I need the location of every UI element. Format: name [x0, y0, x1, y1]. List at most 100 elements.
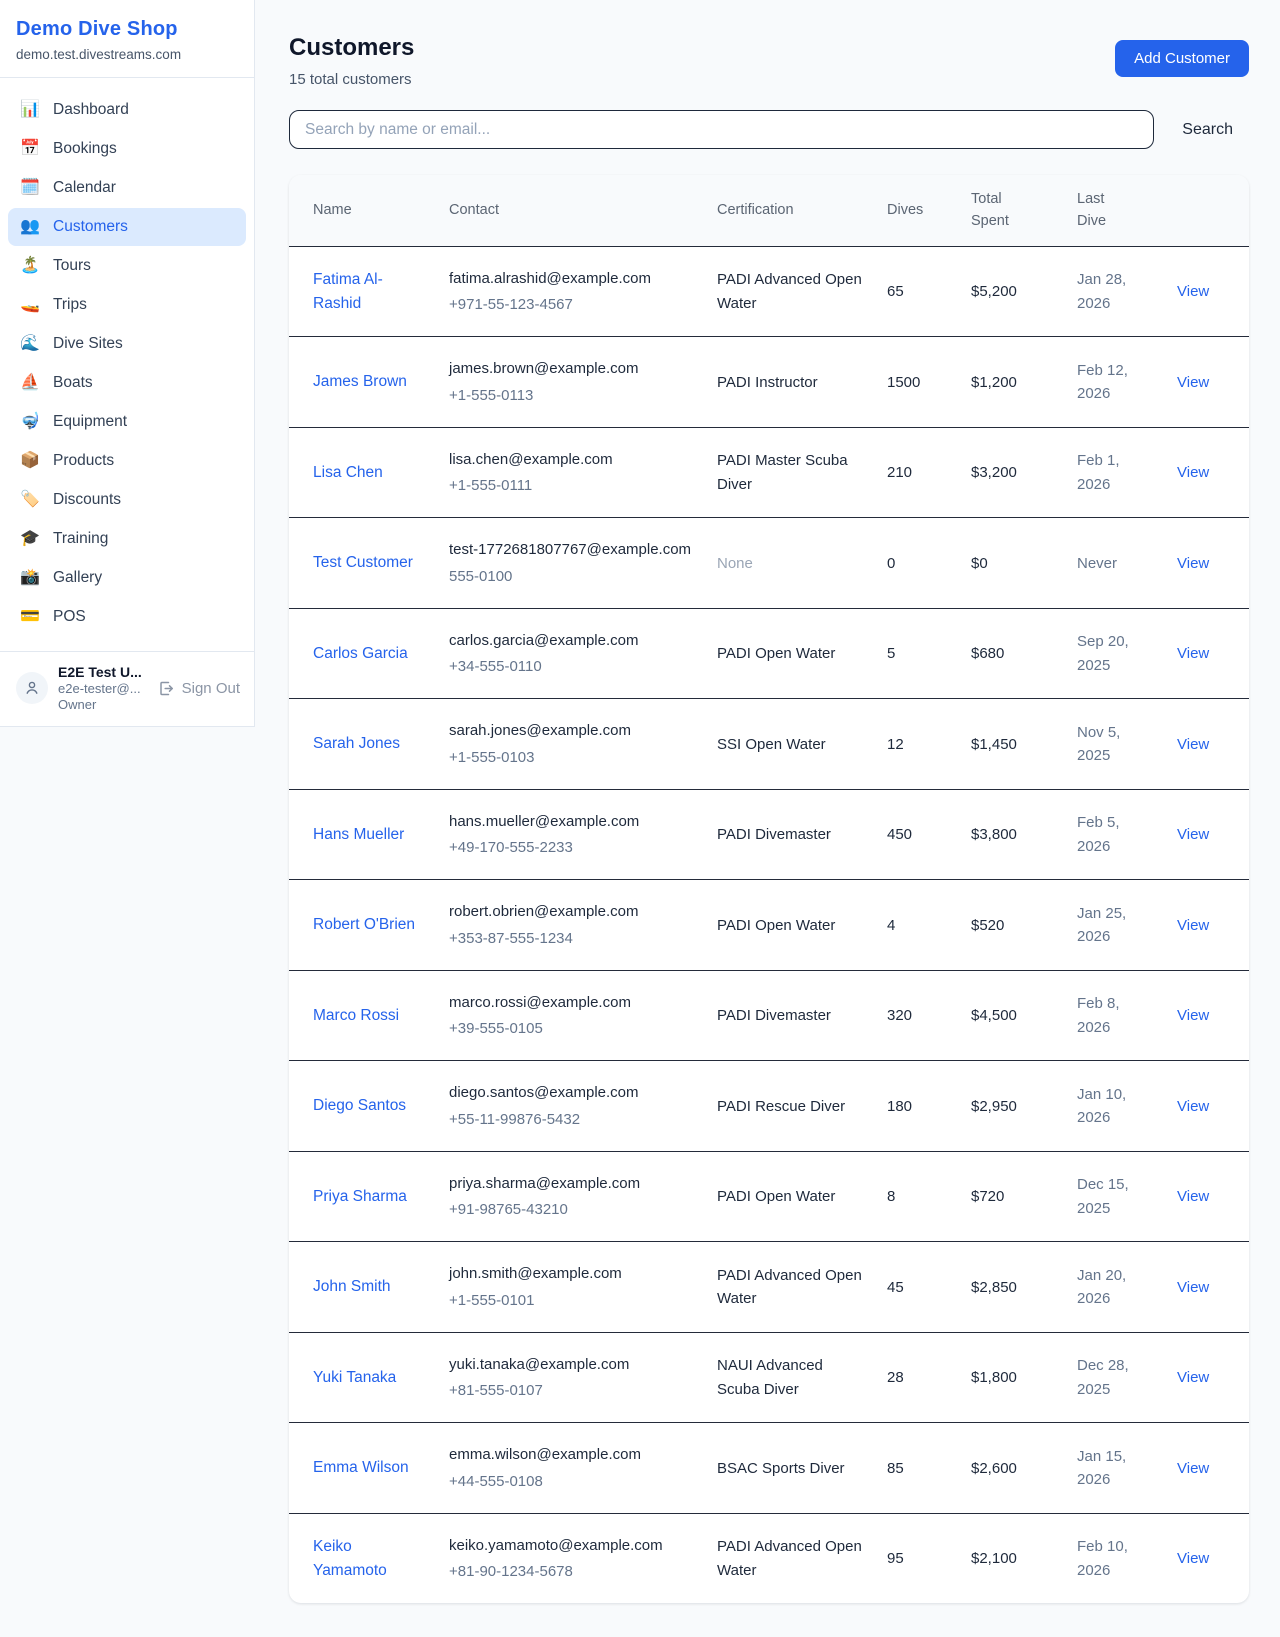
customer-email: john.smith@example.com — [449, 1265, 622, 1283]
customer-name-link[interactable]: Test Customer — [313, 554, 413, 572]
search-button[interactable]: Search — [1182, 120, 1233, 138]
view-link[interactable]: View — [1177, 1188, 1210, 1206]
view-link[interactable]: View — [1177, 1550, 1210, 1568]
user-role: Owner — [58, 697, 97, 712]
customer-email: lisa.chen@example.com — [449, 450, 613, 468]
view-link[interactable]: View — [1177, 1097, 1210, 1115]
sidebar-item-gallery[interactable]: 📸 Gallery — [8, 559, 246, 597]
view-link[interactable]: View — [1177, 735, 1210, 753]
table-row: Priya Sharma priya.sharma@example.com +9… — [289, 1151, 1249, 1243]
customer-phone: +1-555-0113 — [449, 386, 534, 404]
customer-name-link[interactable]: Robert O'Brien — [313, 916, 416, 934]
view-link[interactable]: View — [1177, 373, 1210, 391]
customer-name-link[interactable]: Keiko Yamamoto — [313, 1537, 387, 1579]
customer-certification: None — [705, 517, 875, 609]
sidebar-item-label: Boats — [53, 374, 93, 391]
customer-certification: BSAC Sports Diver — [705, 1422, 875, 1514]
view-link[interactable]: View — [1177, 645, 1210, 663]
table-row: Keiko Yamamoto keiko.yamamoto@example.co… — [289, 1513, 1249, 1603]
customer-name-link[interactable]: Emma Wilson — [313, 1459, 409, 1477]
customer-total-spent: $2,950 — [959, 1060, 1065, 1152]
add-customer-button[interactable]: Add Customer — [1115, 40, 1249, 77]
sign-out-button[interactable]: Sign Out — [158, 680, 240, 697]
sidebar-item-label: Training — [53, 530, 109, 547]
customer-count: 15 total customers — [289, 71, 412, 88]
customer-certification: PADI Master Scuba Diver — [705, 427, 875, 519]
table-row: Hans Mueller hans.mueller@example.com +4… — [289, 789, 1249, 881]
customer-phone: +81-90-1234-5678 — [449, 1563, 573, 1581]
customer-name-link[interactable]: Diego Santos — [313, 1097, 407, 1115]
customer-total-spent: $4,500 — [959, 970, 1065, 1062]
customer-name-link[interactable]: Lisa Chen — [313, 463, 383, 481]
customer-email: emma.wilson@example.com — [449, 1446, 641, 1464]
column-header-certification: Certification — [705, 175, 875, 247]
customer-phone: +1-555-0101 — [449, 1291, 535, 1309]
discounts-tag-icon: 🏷️ — [20, 491, 40, 508]
page-header-text: Customers 15 total customers — [289, 34, 414, 88]
customer-last-dive: Jan 10, 2026 — [1065, 1060, 1165, 1152]
customer-name-link[interactable]: Sarah Jones — [313, 735, 401, 753]
view-link[interactable]: View — [1177, 916, 1210, 934]
sidebar-item-tours[interactable]: 🏝️ Tours — [8, 247, 246, 285]
view-link[interactable]: View — [1177, 1459, 1210, 1477]
customer-name-link[interactable]: Yuki Tanaka — [313, 1368, 397, 1386]
customer-email: james.brown@example.com — [449, 360, 639, 378]
boats-sailboat-icon: ⛵ — [20, 374, 40, 391]
view-link[interactable]: View — [1177, 1369, 1210, 1387]
customers-table: Name Contact Certification Dives Total S… — [289, 175, 1249, 1603]
customer-phone: +353-87-555-1234 — [449, 929, 573, 947]
customer-email: sarah.jones@example.com — [449, 722, 631, 740]
customer-email: fatima.alrashid@example.com — [449, 269, 651, 287]
customer-name-link[interactable]: Hans Mueller — [313, 825, 405, 843]
customer-name-link[interactable]: Priya Sharma — [313, 1187, 407, 1205]
view-link[interactable]: View — [1177, 826, 1210, 844]
sidebar-item-products[interactable]: 📦 Products — [8, 442, 246, 480]
view-link[interactable]: View — [1177, 1278, 1210, 1296]
view-link[interactable]: View — [1177, 464, 1210, 482]
search-input[interactable] — [289, 110, 1155, 149]
customer-name-link[interactable]: Fatima Al-Rashid — [313, 270, 383, 312]
sidebar-item-boats[interactable]: ⛵ Boats — [8, 364, 246, 402]
sidebar-item-training[interactable]: 🎓 Training — [8, 520, 246, 558]
sidebar-item-discounts[interactable]: 🏷️ Discounts — [8, 481, 246, 519]
user-person-icon — [26, 681, 38, 694]
view-link[interactable]: View — [1177, 283, 1210, 301]
calendar-icon: 🗓️ — [20, 179, 40, 196]
customer-email: keiko.yamamoto@example.com — [449, 1536, 663, 1554]
customer-email: yuki.tanaka@example.com — [449, 1355, 630, 1373]
customer-email: test-1772681807767@example.com — [449, 541, 692, 559]
customer-phone: +1-555-0111 — [449, 477, 533, 495]
customer-email: priya.sharma@example.com — [449, 1174, 641, 1192]
dashboard-chart-icon: 📊 — [20, 101, 40, 118]
sidebar-item-pos[interactable]: 💳 POS — [8, 598, 246, 636]
sidebar-item-label: Discounts — [53, 491, 122, 508]
sidebar-item-trips[interactable]: 🚤 Trips — [8, 286, 246, 324]
customer-phone: +34-555-0110 — [449, 658, 542, 676]
customer-name-link[interactable]: John Smith — [313, 1278, 391, 1296]
table-row: Lisa Chen lisa.chen@example.com +1-555-0… — [289, 427, 1249, 519]
view-link[interactable]: View — [1177, 1007, 1210, 1025]
customer-last-dive: Feb 8, 2026 — [1065, 970, 1165, 1062]
customer-last-dive: Dec 15, 2025 — [1065, 1151, 1165, 1243]
sidebar-item-label: Gallery — [53, 569, 103, 586]
customer-name-link[interactable]: Carlos Garcia — [313, 644, 408, 662]
table-row: Yuki Tanaka yuki.tanaka@example.com +81-… — [289, 1332, 1249, 1424]
customer-dives: 95 — [887, 1550, 904, 1568]
customer-last-dive: Feb 10, 2026 — [1077, 1538, 1128, 1579]
customer-name-link[interactable]: James Brown — [313, 373, 407, 391]
products-package-icon: 📦 — [20, 452, 40, 469]
sidebar-item-equipment[interactable]: 🤿 Equipment — [8, 403, 246, 441]
customer-dives: 180 — [875, 1060, 959, 1152]
sidebar-item-label: Calendar — [53, 179, 116, 196]
sidebar-item-bookings[interactable]: 📅 Bookings — [8, 130, 246, 168]
sidebar: Demo Dive Shop demo.test.divestreams.com… — [0, 0, 255, 727]
customer-name-link[interactable]: Marco Rossi — [313, 1006, 400, 1024]
sidebar-item-dive-sites[interactable]: 🌊 Dive Sites — [8, 325, 246, 363]
customer-certification: PADI Advanced Open Water — [705, 1241, 875, 1333]
sidebar-item-calendar[interactable]: 🗓️ Calendar — [8, 169, 246, 207]
sidebar-item-customers[interactable]: 👥 Customers — [8, 208, 246, 246]
view-link[interactable]: View — [1177, 554, 1210, 572]
table-row: Marco Rossi marco.rossi@example.com +39-… — [289, 970, 1249, 1062]
sidebar-item-dashboard[interactable]: 📊 Dashboard — [8, 91, 246, 129]
customer-phone: +49-170-555-2233 — [449, 839, 573, 857]
